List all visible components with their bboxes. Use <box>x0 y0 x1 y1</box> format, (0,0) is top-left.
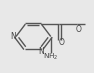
Text: N: N <box>10 32 16 41</box>
Text: N: N <box>38 47 44 56</box>
Text: NH$_2$: NH$_2$ <box>43 52 58 62</box>
Text: O: O <box>58 38 64 47</box>
Text: O: O <box>76 25 81 34</box>
